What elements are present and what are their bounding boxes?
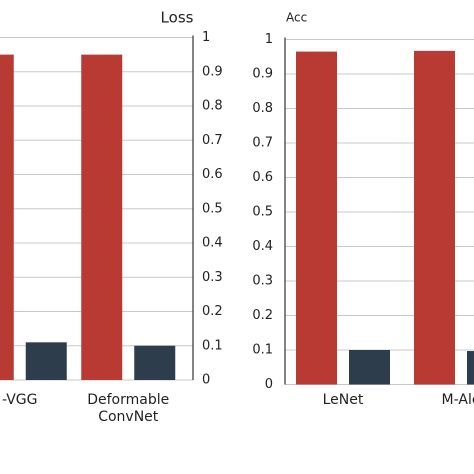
bar [81, 54, 123, 380]
y-tick-label: 0.8 [252, 101, 273, 116]
y-tick-label: 0 [202, 373, 210, 388]
y-tick-label: 0.7 [202, 133, 223, 148]
y-tick-label: 0.6 [202, 167, 223, 182]
y-tick-label: 0.7 [252, 136, 273, 151]
y-tick-label: 0.5 [202, 201, 223, 216]
bar [349, 350, 390, 385]
x-tick-label: Deformable ConvNet [87, 392, 170, 425]
y-axis-title: Acc [286, 11, 307, 25]
bar [296, 51, 337, 385]
y-tick-label: 0.2 [252, 308, 273, 323]
x-tick-label: -VGG [1, 392, 38, 408]
bar [25, 342, 67, 380]
y-tick-label: 0.1 [252, 343, 273, 358]
y-tick-label: 0.1 [202, 338, 223, 353]
y-tick-label: 1 [265, 32, 273, 47]
y-tick-label: 0 [265, 377, 273, 392]
y-tick-label: 0.4 [202, 236, 223, 251]
bar [0, 54, 14, 380]
y-tick-label: 1 [202, 30, 210, 45]
y-tick-label: 0.6 [252, 170, 273, 185]
bar [414, 50, 455, 385]
bar [467, 351, 474, 385]
x-tick-label: M-Ale [441, 392, 474, 408]
y-tick-label: 0.9 [202, 64, 223, 79]
y-axis-title: Loss [161, 9, 194, 27]
y-tick-label: 0.9 [252, 67, 273, 82]
y-tick-label: 0.3 [252, 274, 273, 289]
y-tick-label: 0.5 [252, 205, 273, 220]
y-tick-label: 0.8 [202, 99, 223, 114]
bar [134, 345, 176, 380]
x-tick-label: LeNet [322, 392, 364, 408]
y-tick-label: 0.3 [202, 270, 223, 285]
y-tick-label: 0.2 [202, 304, 223, 319]
y-tick-label: 0.4 [252, 239, 273, 254]
